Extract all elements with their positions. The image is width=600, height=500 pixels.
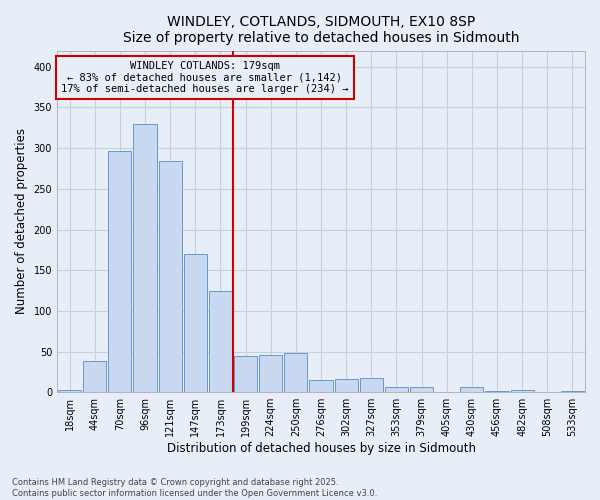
Bar bbox=[284, 353, 307, 392]
Text: Contains HM Land Registry data © Crown copyright and database right 2025.
Contai: Contains HM Land Registry data © Crown c… bbox=[12, 478, 377, 498]
Bar bbox=[234, 356, 257, 392]
Bar bbox=[385, 388, 408, 392]
Bar bbox=[184, 254, 207, 392]
Bar bbox=[410, 388, 433, 392]
Bar bbox=[310, 380, 332, 392]
Bar bbox=[460, 386, 484, 392]
Bar bbox=[259, 355, 283, 392]
Bar bbox=[133, 124, 157, 392]
Bar bbox=[561, 390, 584, 392]
Title: WINDLEY, COTLANDS, SIDMOUTH, EX10 8SP
Size of property relative to detached hous: WINDLEY, COTLANDS, SIDMOUTH, EX10 8SP Si… bbox=[123, 15, 519, 45]
Bar bbox=[360, 378, 383, 392]
Bar bbox=[158, 161, 182, 392]
Bar bbox=[511, 390, 534, 392]
Bar bbox=[83, 362, 106, 392]
Bar bbox=[335, 379, 358, 392]
Bar bbox=[109, 150, 131, 392]
Y-axis label: Number of detached properties: Number of detached properties bbox=[15, 128, 28, 314]
Bar bbox=[58, 390, 81, 392]
Bar bbox=[209, 290, 232, 392]
Text: WINDLEY COTLANDS: 179sqm
← 83% of detached houses are smaller (1,142)
17% of sem: WINDLEY COTLANDS: 179sqm ← 83% of detach… bbox=[61, 61, 349, 94]
X-axis label: Distribution of detached houses by size in Sidmouth: Distribution of detached houses by size … bbox=[167, 442, 476, 455]
